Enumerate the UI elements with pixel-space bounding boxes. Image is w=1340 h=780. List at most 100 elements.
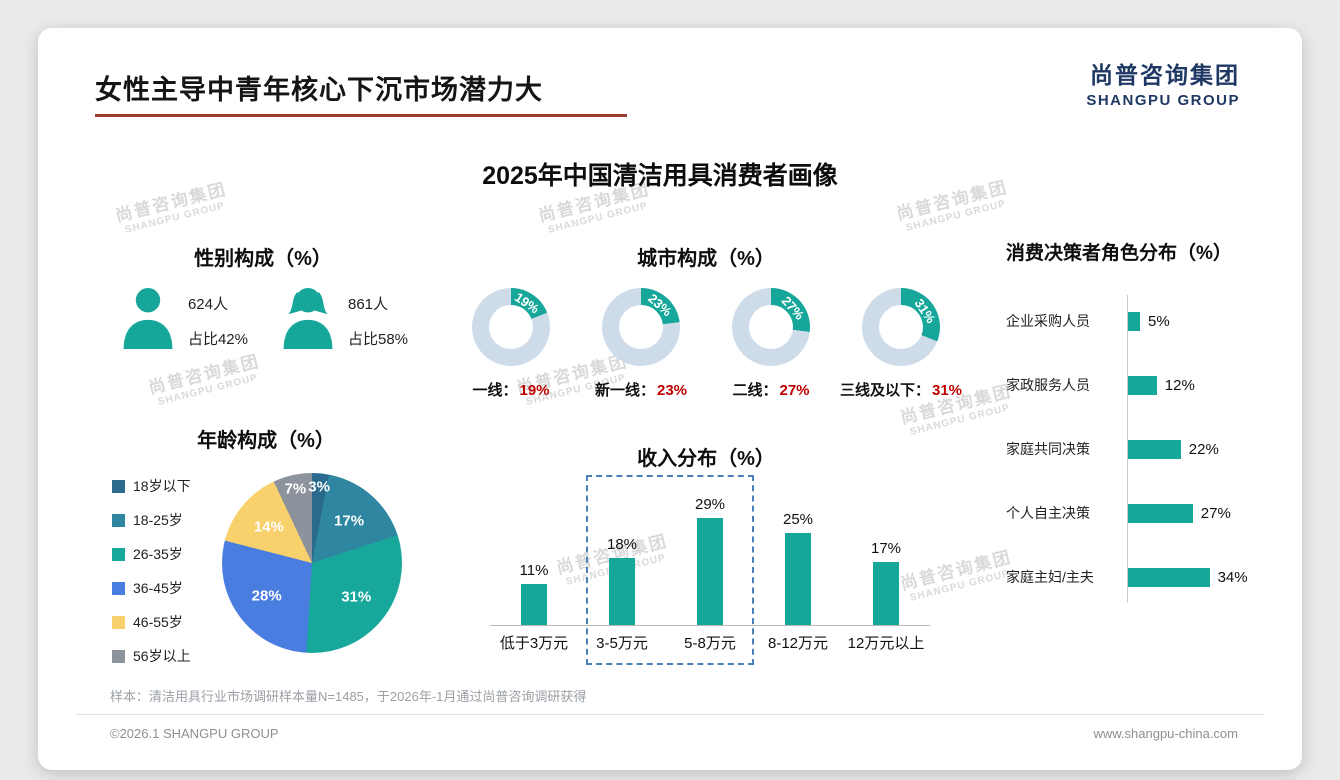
income-bar-group: 11% — [490, 485, 578, 625]
age-legend-label: 18-25岁 — [133, 512, 183, 528]
age-slice-label: 7% — [284, 480, 307, 498]
decision-category-label: 家政服务人员 — [1006, 377, 1090, 393]
watermark: 尚普咨询集团 SHANGPU GROUP — [145, 347, 264, 410]
age-legend: 18岁以下 18-25岁 26-35岁 36-45岁 46-55岁 56岁以上 — [112, 476, 191, 680]
donut-caption: 二线： 27% — [706, 379, 836, 400]
age-legend-label: 36-45岁 — [133, 580, 183, 596]
decision-bar — [1128, 311, 1140, 331]
income-bar — [873, 562, 899, 625]
donut-ring: 23% — [602, 288, 680, 366]
decision-row: 家庭主妇/主夫 34% — [1006, 545, 1306, 609]
decision-section: 消费决策者角色分布（%） 企业采购人员 5% 家政服务人员 12% 家庭共同决策 22% 个… — [1006, 238, 1306, 609]
decision-heading: 消费决策者角色分布（%） — [1006, 243, 1232, 264]
city-section: 城市构成（%） 19% 一线： 19% 23% 新一线： 23% 27% 二线： 27% 31% 三… — [446, 242, 966, 400]
legend-swatch — [112, 649, 125, 663]
decision-category-label: 家庭共同决策 — [1006, 441, 1090, 457]
income-bar — [785, 532, 811, 625]
decision-row: 家政服务人员 12% — [1006, 353, 1306, 417]
income-category-label: 5-8万元 — [684, 635, 736, 652]
age-legend-item: 46-55岁 — [112, 612, 191, 632]
age-slice-label: 28% — [251, 587, 282, 605]
city-tier-label: 三线及以下： — [839, 382, 930, 399]
page-title: 女性主导中青年核心下沉市场潜力大 — [95, 75, 543, 105]
income-category-label: 8-12万元 — [767, 635, 829, 652]
decision-category-label: 个人自主决策 — [1006, 505, 1090, 521]
legend-swatch — [112, 513, 125, 527]
age-section: 年龄构成（%） 18岁以下 18-25岁 26-35岁 36-45岁 46-55岁 56岁… — [96, 424, 436, 664]
female-icon — [278, 285, 338, 356]
age-legend-label: 46-55岁 — [133, 614, 183, 630]
age-slice-label: 14% — [253, 518, 284, 536]
donut-hole — [489, 305, 533, 349]
gender-row: 624人 占比42% 861人 占比58% — [108, 285, 418, 356]
city-donut-item: 23% 新一线： 23% — [576, 288, 706, 400]
male-stats: 624人 占比42% — [188, 293, 248, 349]
decision-bar-area: 34% — [1128, 567, 1248, 587]
city-tier-value: 19% — [519, 382, 550, 399]
city-tier-value: 23% — [656, 382, 688, 399]
decision-bar — [1128, 503, 1193, 523]
decision-chart: 企业采购人员 5% 家政服务人员 12% 家庭共同决策 22% 个人自主决策 27% 家庭主妇/… — [1006, 289, 1306, 609]
chart-main-title: 2025年中国清洁用具消费者画像 — [482, 162, 838, 190]
income-bar-group: 25% — [754, 485, 842, 625]
income-value-label: 18% — [606, 536, 638, 554]
decision-bar-area: 5% — [1128, 311, 1170, 331]
income-heading: 收入分布（%） — [637, 448, 775, 470]
decision-value-label: 27% — [1200, 504, 1231, 522]
city-tier-value: 27% — [779, 382, 810, 399]
brand-logo: 尚普咨询集团 SHANGPU GROUP — [1086, 56, 1240, 109]
gender-section: 性别构成（%） 624人 占比42% — [108, 242, 418, 356]
income-value-label: 25% — [782, 510, 814, 528]
slide-card: 尚普咨询集团 SHANGPU GROUP 尚普咨询集团 SHANGPU GROUP 尚普… — [38, 28, 1302, 770]
legend-swatch — [112, 547, 125, 561]
female-stats: 861人 占比58% — [348, 293, 408, 349]
city-donut-row: 19% 一线： 19% 23% 新一线： 23% 27% 二线： 27% 31% 三线及以下： 31% — [446, 288, 966, 400]
age-legend-item: 26-35岁 — [112, 544, 191, 564]
age-legend-label: 26-35岁 — [133, 546, 183, 562]
age-legend-item: 56岁以上 — [112, 646, 191, 666]
income-value-label: 29% — [694, 495, 726, 513]
decision-row: 个人自主决策 27% — [1006, 481, 1306, 545]
age-legend-item: 18-25岁 — [112, 510, 191, 530]
income-category-label: 12万元以上 — [847, 635, 925, 652]
gender-heading: 性别构成（%） — [194, 248, 332, 270]
decision-category-label: 家庭主妇/主夫 — [1006, 569, 1094, 585]
footer-copyright: ©2026.1 SHANGPU GROUP — [110, 726, 279, 741]
donut-hole — [879, 305, 923, 349]
donut-hole — [619, 305, 663, 349]
sample-footnote: 样本：清洁用具行业市场调研样本量N=1485，于2026年-1月通过尚普咨询调研… — [110, 689, 587, 704]
age-legend-item: 36-45岁 — [112, 578, 191, 598]
decision-bar — [1128, 375, 1157, 395]
age-slice-label: 17% — [334, 512, 365, 530]
brand-logo-en: SHANGPU GROUP — [1086, 92, 1240, 109]
decision-bar-area: 22% — [1128, 439, 1219, 459]
donut-ring: 19% — [472, 288, 550, 366]
city-donut-item: 31% 三线及以下： 31% — [836, 288, 966, 400]
footer-website: www.shangpu-china.com — [1093, 726, 1238, 741]
footer-divider — [76, 714, 1264, 715]
donut-caption: 新一线： 23% — [576, 379, 706, 400]
income-bar-group: 18% — [578, 485, 666, 625]
decision-value-label: 5% — [1148, 312, 1170, 330]
income-category-labels: 低于3万元 3-5万元 5-8万元 8-12万元 12万元以上 — [490, 632, 930, 653]
age-legend-label: 18岁以下 — [133, 478, 191, 494]
male-share: 占比42% — [187, 330, 248, 348]
donut-ring: 27% — [732, 288, 810, 366]
city-donut-item: 27% 二线： 27% — [706, 288, 836, 400]
title-underline — [95, 114, 627, 117]
income-bar — [697, 517, 723, 625]
watermark: 尚普咨询集团 SHANGPU GROUP — [112, 175, 231, 238]
income-bar-group: 29% — [666, 485, 754, 625]
city-tier-label: 二线： — [732, 382, 778, 399]
decision-value-label: 34% — [1217, 568, 1248, 586]
income-bars: 11% 18% 29% 25% 17% — [490, 485, 930, 625]
donut-caption: 三线及以下： 31% — [836, 379, 966, 400]
donut-hole — [749, 305, 793, 349]
decision-bar-area: 12% — [1128, 375, 1195, 395]
age-pie-chart: 3% 17% 31% 28% 14% 7% — [222, 473, 402, 653]
decision-row: 家庭共同决策 22% — [1006, 417, 1306, 481]
income-highlight-box — [586, 475, 754, 665]
decision-value-label: 12% — [1164, 376, 1195, 394]
city-donut-item: 19% 一线： 19% — [446, 288, 576, 400]
legend-swatch — [112, 479, 125, 493]
